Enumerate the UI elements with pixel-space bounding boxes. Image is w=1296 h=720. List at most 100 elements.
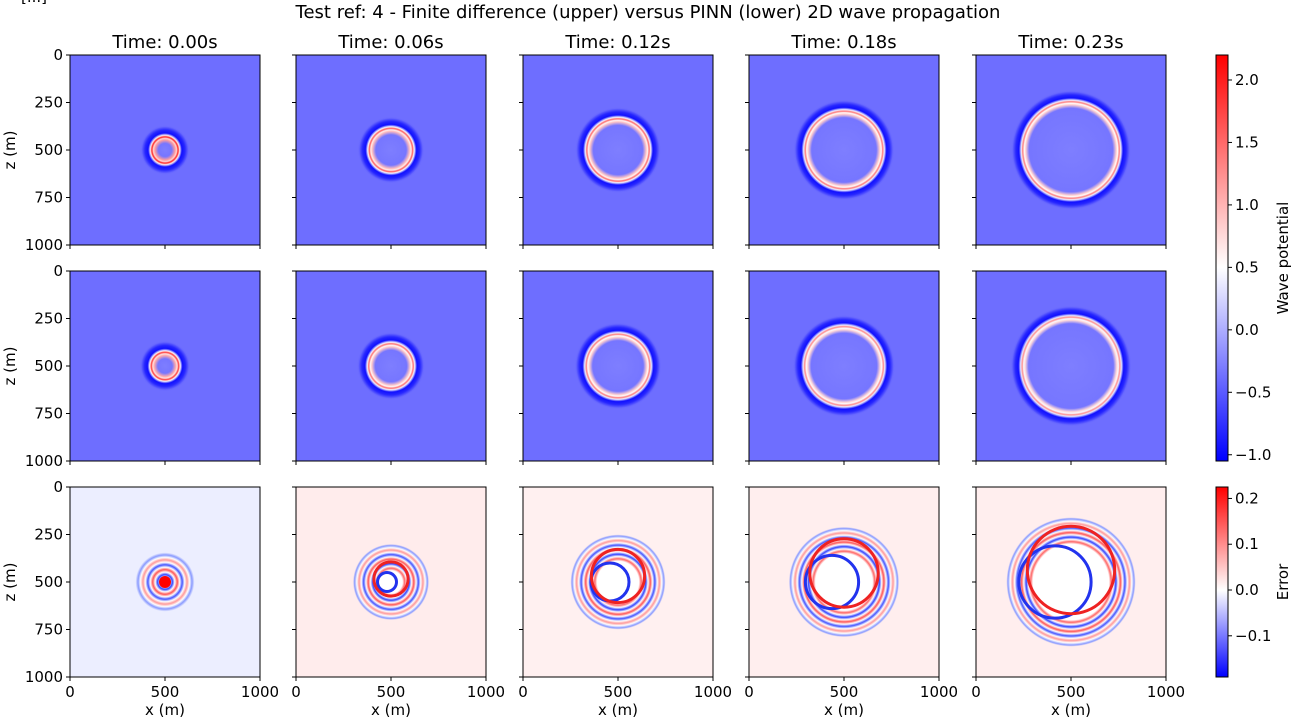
x-tick-label: 1000 xyxy=(241,683,279,701)
column-title: Time: 0.12s xyxy=(564,32,670,53)
panel-0-3: Time: 0.18s xyxy=(745,32,940,249)
x-tick-label: 500 xyxy=(377,683,406,701)
column-title: Time: 0.00s xyxy=(111,32,217,53)
x-tick-label: 500 xyxy=(604,683,633,701)
panel-0-1: Time: 0.06s xyxy=(292,32,487,249)
colorbar-tick-label: −0.5 xyxy=(1235,383,1271,401)
column-title: Time: 0.23s xyxy=(1017,32,1123,53)
error-outer-ring xyxy=(589,547,647,605)
y-axis-label: z (m) xyxy=(1,563,19,602)
wavefront-ring xyxy=(1010,305,1132,427)
colorbar-label: Wave potential xyxy=(1274,202,1292,315)
y-tick-label: 0 xyxy=(53,46,63,64)
x-tick-label: 1000 xyxy=(467,683,505,701)
colorbar-tick-label: 1.5 xyxy=(1235,133,1259,151)
y-tick-label: 500 xyxy=(34,141,63,159)
x-tick-label: 500 xyxy=(151,683,180,701)
y-tick-label: 500 xyxy=(34,357,63,375)
panel-1-0: 0 250 500 750 1000 z (m) xyxy=(1,262,261,470)
y-axis-label: z (m) xyxy=(1,347,19,386)
error-outer-ring xyxy=(808,537,880,609)
panel-0-2: Time: 0.12s xyxy=(519,32,714,249)
wavefront-ring xyxy=(357,116,425,184)
error-rings xyxy=(353,544,429,620)
column-title: Time: 0.18s xyxy=(790,32,896,53)
colorbars: −1.0 −0.5 0.0 0.5 1.0 1.5 2.0 Wave potential −0.… xyxy=(1215,54,1292,678)
y-tick-label: 1000 xyxy=(25,236,63,254)
x-axis-label: x (m) xyxy=(145,701,185,719)
error-rings xyxy=(1006,517,1136,647)
x-tick-label: 1000 xyxy=(920,683,958,701)
panel-1-4 xyxy=(972,270,1167,465)
y-tick-label: 750 xyxy=(34,189,63,207)
wavefront-ring xyxy=(1011,90,1131,210)
chart-title: Test ref: 4 - Finite difference (upper) … xyxy=(295,2,1001,23)
error-inner-ring xyxy=(376,571,398,593)
y-tick-label: 1000 xyxy=(25,668,63,686)
panel-0-0: Time: 0.00s 0 250 500 750 1000 z (m) xyxy=(1,32,261,254)
colorbar-tick-label: 0.5 xyxy=(1235,258,1259,276)
x-tick-label: 0 xyxy=(971,683,981,701)
colorbar-tick-label: −0.1 xyxy=(1235,627,1271,645)
error-inner-ring xyxy=(803,553,861,611)
panel-2-4: 0 500 1000 x (m) xyxy=(971,486,1185,719)
colorbar-tick-label: 0.2 xyxy=(1235,489,1259,507)
y-tick-label: 0 xyxy=(53,478,63,496)
x-tick-label: 0 xyxy=(744,683,754,701)
error-core xyxy=(159,576,171,588)
wavefront-ring xyxy=(575,107,661,193)
error-outer-ring xyxy=(372,560,410,598)
column-title: Time: 0.06s xyxy=(337,32,443,53)
panel-1-1 xyxy=(292,270,487,465)
y-tick-label: 250 xyxy=(34,310,63,328)
y-tick-label: 0 xyxy=(53,262,63,280)
colorbar-tick-label: 0.0 xyxy=(1235,321,1259,339)
x-tick-label: 0 xyxy=(291,683,301,701)
panel-0-4: Time: 0.23s xyxy=(972,32,1167,249)
header-fragment: [...] xyxy=(21,0,47,6)
error-outer-ring xyxy=(1025,524,1117,616)
x-tick-label: 1000 xyxy=(1147,683,1185,701)
colorbar-1: −0.1 0.0 0.1 0.2 Error xyxy=(1215,486,1292,678)
y-tick-label: 250 xyxy=(34,526,63,544)
wavefront-ring xyxy=(139,340,191,392)
error-inner-ring xyxy=(1017,544,1093,620)
wavefront-ring xyxy=(357,332,425,400)
colorbar-body xyxy=(1215,486,1229,678)
panel-grid: Time: 0.00s 0 250 500 750 1000 z (m) Time: 0.06… xyxy=(1,32,1185,719)
wavefront-ring xyxy=(140,125,190,175)
panel-1-3 xyxy=(745,270,940,465)
wavefront-ring xyxy=(793,315,895,417)
colorbar-tick-label: 0.0 xyxy=(1235,581,1259,599)
x-tick-label: 500 xyxy=(830,683,859,701)
colorbar-label: Error xyxy=(1274,563,1292,600)
colorbar-tick-label: 0.1 xyxy=(1235,535,1259,553)
panel-2-1: 0 500 1000 x (m) xyxy=(291,486,505,719)
x-axis-label: x (m) xyxy=(598,701,638,719)
colorbar-tick-label: −1.0 xyxy=(1235,446,1271,464)
y-tick-label: 750 xyxy=(34,621,63,639)
colorbar-0: −1.0 −0.5 0.0 0.5 1.0 1.5 2.0 Wave potential xyxy=(1215,54,1292,464)
colorbar-body xyxy=(1215,54,1229,462)
y-tick-label: 1000 xyxy=(25,452,63,470)
y-tick-label: 250 xyxy=(34,94,63,112)
x-tick-label: 500 xyxy=(1057,683,1086,701)
y-axis-label: z (m) xyxy=(1,131,19,170)
x-axis-label: x (m) xyxy=(1051,701,1091,719)
y-tick-label: 500 xyxy=(34,573,63,591)
x-tick-label: 1000 xyxy=(694,683,732,701)
x-axis-label: x (m) xyxy=(824,701,864,719)
x-tick-label: 0 xyxy=(518,683,528,701)
x-tick-label: 0 xyxy=(65,683,75,701)
panel-2-3: 0 500 1000 x (m) xyxy=(744,486,958,719)
colorbar-tick-label: 2.0 xyxy=(1235,71,1259,89)
panel-1-2 xyxy=(519,270,714,465)
wavefront-ring xyxy=(574,322,662,410)
y-tick-label: 750 xyxy=(34,405,63,423)
panel-2-2: 0 500 1000 x (m) xyxy=(518,486,732,719)
error-rings xyxy=(570,534,666,630)
x-axis-label: x (m) xyxy=(371,701,411,719)
colorbar-tick-label: 1.0 xyxy=(1235,196,1259,214)
